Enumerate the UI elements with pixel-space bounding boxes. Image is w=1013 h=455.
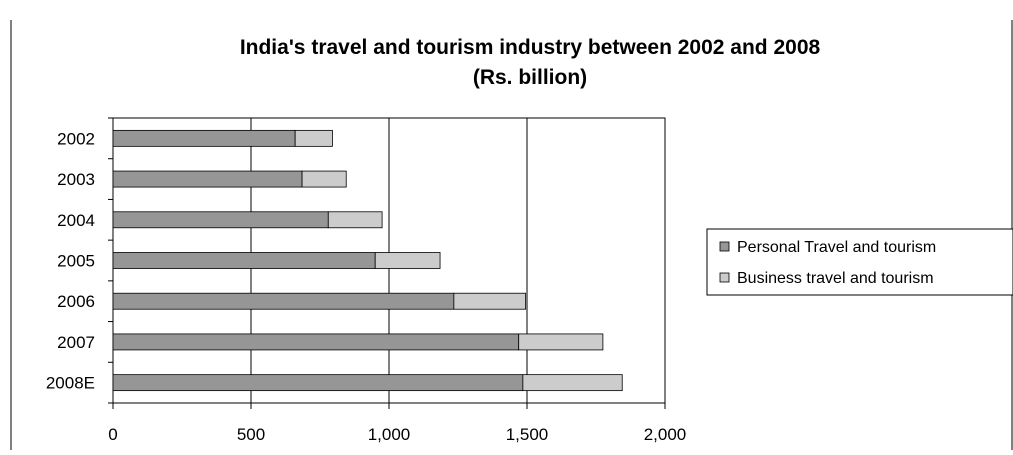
- y-tick-label: 2002: [57, 129, 95, 148]
- legend-label-2: Business travel and tourism: [737, 270, 934, 287]
- bar-2008E-series-2: [522, 374, 623, 392]
- legend-swatch-1: [719, 241, 730, 252]
- bar-2003-series-1: [112, 170, 303, 188]
- legend-box: [706, 228, 1013, 296]
- x-tick-label: 500: [237, 425, 265, 444]
- bar-2006-series-1: [112, 292, 455, 310]
- y-tick-label: 2007: [57, 333, 95, 352]
- bar-2004-series-1: [112, 211, 329, 229]
- bar-2007-series-1: [112, 333, 520, 351]
- bars: [112, 129, 623, 392]
- bar-2004-series-2: [327, 211, 383, 229]
- x-tick-label: 0: [108, 425, 117, 444]
- bar-2007-series-2: [518, 333, 604, 351]
- chart-title-line2: (Rs. billion): [473, 66, 587, 89]
- bar-2003-series-2: [301, 170, 347, 188]
- y-tick-label: 2004: [57, 211, 95, 230]
- bar-2006-series-2: [453, 292, 527, 310]
- x-tick-label: 2,000: [644, 425, 687, 444]
- bar-2005-series-1: [112, 252, 376, 269]
- bar-2002-series-2: [294, 129, 333, 147]
- bar-2008E-series-1: [112, 374, 524, 392]
- y-tick-label: 2003: [57, 170, 95, 189]
- chart-title-line1: India's travel and tourism industry betw…: [240, 36, 821, 59]
- bar-2002-series-1: [112, 129, 296, 147]
- x-tick-label: 1,000: [368, 425, 411, 444]
- y-tick-label: 2006: [57, 292, 95, 311]
- x-tick-label: 1,500: [506, 425, 549, 444]
- x-axis: 0 500 1,000 1,500 2,000: [108, 403, 686, 444]
- y-axis: 2002 2003 2004 2005 2006 2007 2008E: [46, 117, 113, 404]
- bar-2005-series-2: [374, 252, 441, 269]
- legend-label-1: Personal Travel and tourism: [737, 239, 936, 256]
- y-tick-label: 2008E: [46, 374, 95, 393]
- y-tick-label: 2005: [57, 252, 95, 271]
- legend: Personal Travel and tourism Business trav…: [706, 228, 1013, 296]
- legend-swatch-2: [719, 272, 730, 283]
